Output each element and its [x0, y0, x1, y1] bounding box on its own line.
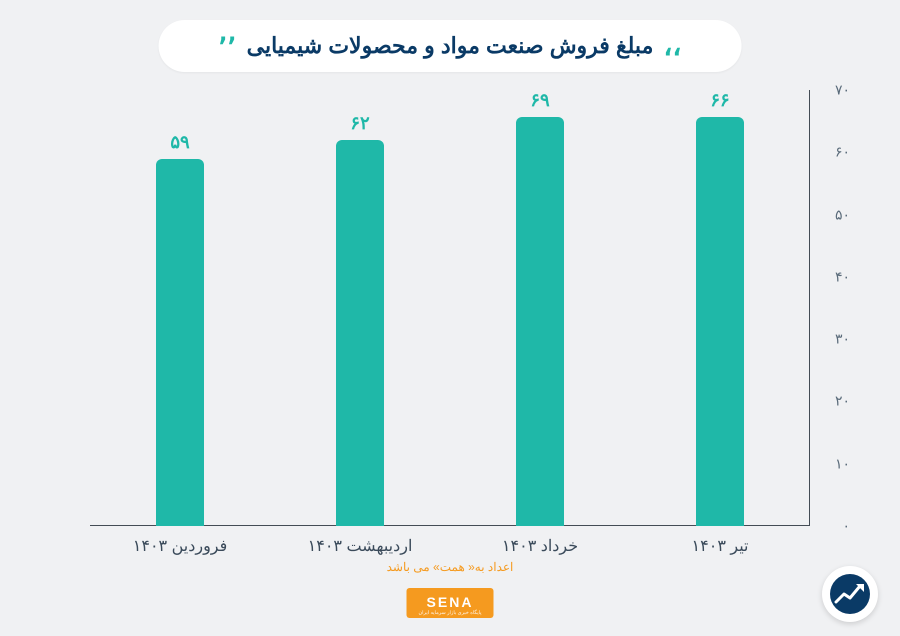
- bar-wrap: ۶۲اردیبهشت ۱۴۰۳: [281, 90, 439, 526]
- y-axis: ۰۱۰۲۰۳۰۴۰۵۰۶۰۷۰: [814, 90, 850, 526]
- y-tick-label: ۴۰: [814, 268, 850, 285]
- chart-area: ۰۱۰۲۰۳۰۴۰۵۰۶۰۷۰ ۵۹فروردین ۱۴۰۳۶۲اردیبهشت…: [90, 90, 810, 526]
- bar-wrap: ۶۶تیر ۱۴۰۳: [641, 90, 799, 526]
- bar-category-label: اردیبهشت ۱۴۰۳: [308, 536, 413, 556]
- chart-arrow-icon: [834, 580, 866, 608]
- chart-title: مبلغ فروش صنعت مواد و محصولات شیمیایی: [247, 33, 654, 59]
- bar-category-label: خرداد ۱۴۰۳: [502, 536, 578, 556]
- y-tick-label: ۶۰: [814, 144, 850, 161]
- footnote: اعداد به« همت» می باشد: [0, 560, 900, 574]
- bar-value-label: ۶۶: [710, 90, 729, 111]
- bars-container: ۵۹فروردین ۱۴۰۳۶۲اردیبهشت ۱۴۰۳۶۹خرداد ۱۴۰…: [90, 90, 810, 526]
- bar: [516, 117, 564, 526]
- bar-wrap: ۶۹خرداد ۱۴۰۳: [461, 90, 619, 526]
- brand-logo: [822, 566, 878, 622]
- bar-category-label: فروردین ۱۴۰۳: [133, 536, 228, 556]
- bar: [336, 140, 384, 526]
- sena-label: SENA: [427, 594, 474, 610]
- y-tick-label: ۷۰: [814, 82, 850, 99]
- bar-wrap: ۵۹فروردین ۱۴۰۳: [101, 90, 259, 526]
- quote-icon: ،،: [219, 32, 237, 60]
- quote-icon: ،،: [663, 32, 681, 60]
- sena-logo: SENA پایگاه خبری بازار سرمایه ایران: [407, 588, 494, 618]
- title-bar: ،، مبلغ فروش صنعت مواد و محصولات شیمیایی…: [159, 20, 742, 72]
- y-tick-label: ۰: [814, 518, 850, 535]
- y-tick-label: ۲۰: [814, 393, 850, 410]
- y-tick-label: ۳۰: [814, 331, 850, 348]
- bar-value-label: ۵۹: [170, 132, 189, 153]
- bar: [696, 117, 744, 526]
- sena-subtitle: پایگاه خبری بازار سرمایه ایران: [419, 610, 482, 616]
- bar: [156, 159, 204, 526]
- bar-value-label: ۶۲: [350, 113, 369, 134]
- bar-category-label: تیر ۱۴۰۳: [692, 536, 749, 556]
- y-tick-label: ۵۰: [814, 206, 850, 223]
- brand-logo-inner: [830, 574, 870, 614]
- bar-value-label: ۶۹: [530, 90, 549, 111]
- y-tick-label: ۱۰: [814, 455, 850, 472]
